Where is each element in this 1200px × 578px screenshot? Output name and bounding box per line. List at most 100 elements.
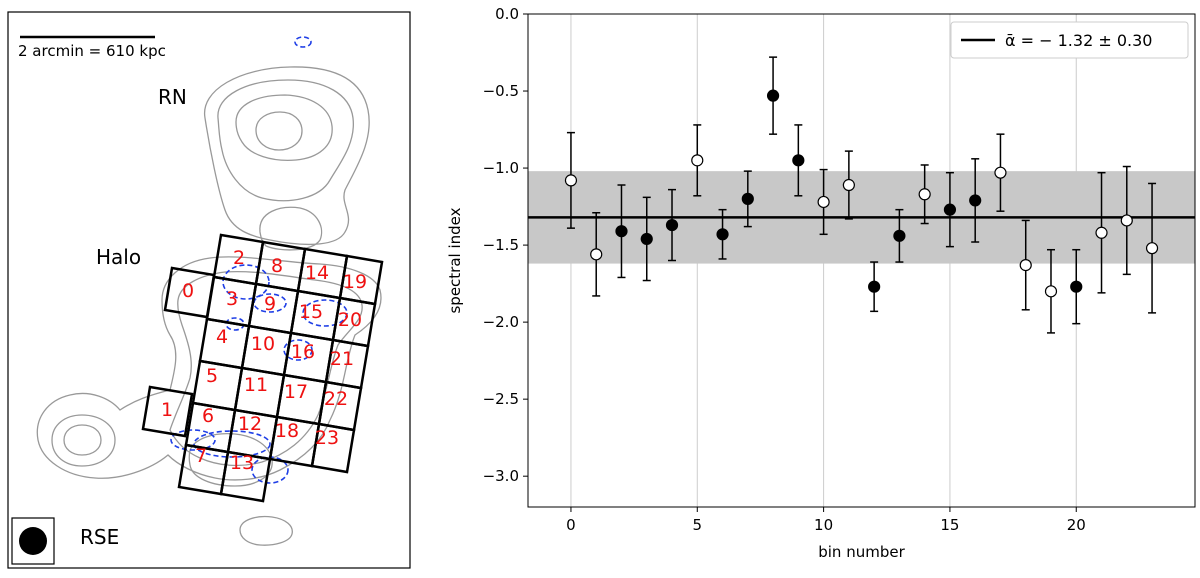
bin-label: 10 xyxy=(251,333,275,355)
bin-label: 20 xyxy=(338,309,362,331)
marker-open xyxy=(1044,285,1058,298)
chart-svg: 0 5 10 15 20 0.0 −0.5 −1.0 −1.5 −2.0 −2.5 −3.0 bin … xyxy=(446,5,1196,561)
bin-label: 16 xyxy=(291,341,315,363)
beam-icon xyxy=(19,527,47,555)
bin-label: 4 xyxy=(216,326,228,348)
marker-filled xyxy=(893,229,906,242)
data-point xyxy=(590,211,603,297)
marker-filled xyxy=(943,203,957,216)
marker-open xyxy=(918,188,931,201)
bin-label: 15 xyxy=(299,301,323,323)
bin-label: 13 xyxy=(230,452,254,474)
map-frame xyxy=(7,11,411,569)
data-point xyxy=(1019,219,1032,311)
marker-filled xyxy=(741,192,754,205)
data-point xyxy=(1120,165,1133,276)
axes-frame xyxy=(527,13,1196,508)
radio-map-panel: 2 arcmin = 610 kpc xyxy=(0,0,420,574)
bin-label: 1 xyxy=(161,399,173,421)
marker-open xyxy=(1145,242,1159,255)
data-point xyxy=(766,56,780,135)
y-tick-label: −2.0 xyxy=(483,313,519,331)
bin-labels: 0 1 2 3 4 5 6 7 8 9 10 11 12 13 14 15 16… xyxy=(161,247,367,474)
bin-label: 18 xyxy=(275,420,299,442)
y-tick-label: 0.0 xyxy=(495,5,519,23)
marker-filled xyxy=(792,154,805,167)
bin-label: 7 xyxy=(195,445,207,467)
bin-label: 19 xyxy=(343,271,367,293)
x-tick-label: 5 xyxy=(693,516,703,534)
bin-label: 12 xyxy=(238,413,262,435)
label-halo: Halo xyxy=(96,245,141,269)
data-points xyxy=(564,56,1159,334)
x-tick-label: 20 xyxy=(1067,516,1086,534)
y-tick-label: −3.0 xyxy=(483,467,519,485)
data-point xyxy=(842,150,855,220)
axis-ticks: 0 5 10 15 20 0.0 −0.5 −1.0 −1.5 −2.0 −2.5 −3.0 xyxy=(483,5,1086,534)
radio-map: 2 arcmin = 610 kpc xyxy=(7,11,411,569)
data-point xyxy=(868,261,881,313)
marker-open xyxy=(590,248,603,261)
data-point xyxy=(716,208,729,260)
bin-label: 6 xyxy=(202,405,214,427)
marker-open xyxy=(817,195,830,209)
marker-filled xyxy=(716,228,729,241)
marker-filled xyxy=(615,225,628,238)
legend-box xyxy=(950,21,1189,59)
marker-open xyxy=(842,178,855,192)
bin-label: 2 xyxy=(233,247,245,269)
data-point xyxy=(994,133,1007,212)
data-point xyxy=(1095,171,1108,294)
x-tick-label: 0 xyxy=(566,516,576,534)
data-point xyxy=(918,164,931,225)
x-tick-label: 15 xyxy=(940,516,959,534)
y-tick-label: −0.5 xyxy=(483,82,519,100)
marker-open xyxy=(691,154,704,167)
marker-open xyxy=(564,174,578,187)
data-point xyxy=(615,184,628,279)
bin-label: 9 xyxy=(264,293,276,315)
marker-filled xyxy=(665,218,679,232)
data-point xyxy=(1145,182,1159,314)
y-tick-label: −2.5 xyxy=(483,390,519,408)
bin-label: 11 xyxy=(244,374,268,396)
bin-label: 17 xyxy=(284,381,308,403)
spectral-index-chart: 0 5 10 15 20 0.0 −0.5 −1.0 −1.5 −2.0 −2.5 −3.0 bin … xyxy=(420,0,1200,574)
bin-label: 14 xyxy=(305,262,329,284)
legend: ᾱ = − 1.32 ± 0.30 xyxy=(950,21,1189,59)
y-tick-label: −1.5 xyxy=(483,236,519,254)
data-point xyxy=(943,171,957,248)
bin-grid xyxy=(141,233,384,503)
y-tick-label: −1.0 xyxy=(483,159,519,177)
marker-open xyxy=(1095,226,1108,239)
x-axis-label: bin number xyxy=(818,543,905,561)
legend-label: ᾱ = − 1.32 ± 0.30 xyxy=(1005,31,1152,50)
label-rn: RN xyxy=(158,85,187,109)
data-point xyxy=(640,196,653,282)
marker-filled xyxy=(766,89,780,102)
data-point xyxy=(665,188,679,262)
marker-filled xyxy=(640,232,653,246)
marker-open xyxy=(994,166,1007,179)
x-tick-label: 10 xyxy=(814,516,833,534)
marker-filled xyxy=(868,280,881,293)
data-point xyxy=(741,170,754,228)
bin-label: 5 xyxy=(206,365,218,387)
data-point xyxy=(792,124,805,197)
data-point xyxy=(817,168,830,236)
data-point xyxy=(1070,248,1083,325)
bin-label: 3 xyxy=(226,288,238,310)
data-point xyxy=(691,124,704,197)
marker-open xyxy=(1019,259,1032,272)
bin-label: 21 xyxy=(330,348,354,370)
marker-open xyxy=(1120,214,1133,227)
bin-label: 0 xyxy=(182,280,194,302)
data-point xyxy=(1044,248,1058,334)
scale-bar-label: 2 arcmin = 610 kpc xyxy=(18,42,166,60)
bin-label: 8 xyxy=(271,255,283,277)
bin-label: 22 xyxy=(324,388,348,410)
y-axis-label: spectral index xyxy=(446,207,464,313)
label-rse: RSE xyxy=(80,525,119,549)
marker-filled xyxy=(1070,280,1083,293)
data-point xyxy=(893,208,906,263)
